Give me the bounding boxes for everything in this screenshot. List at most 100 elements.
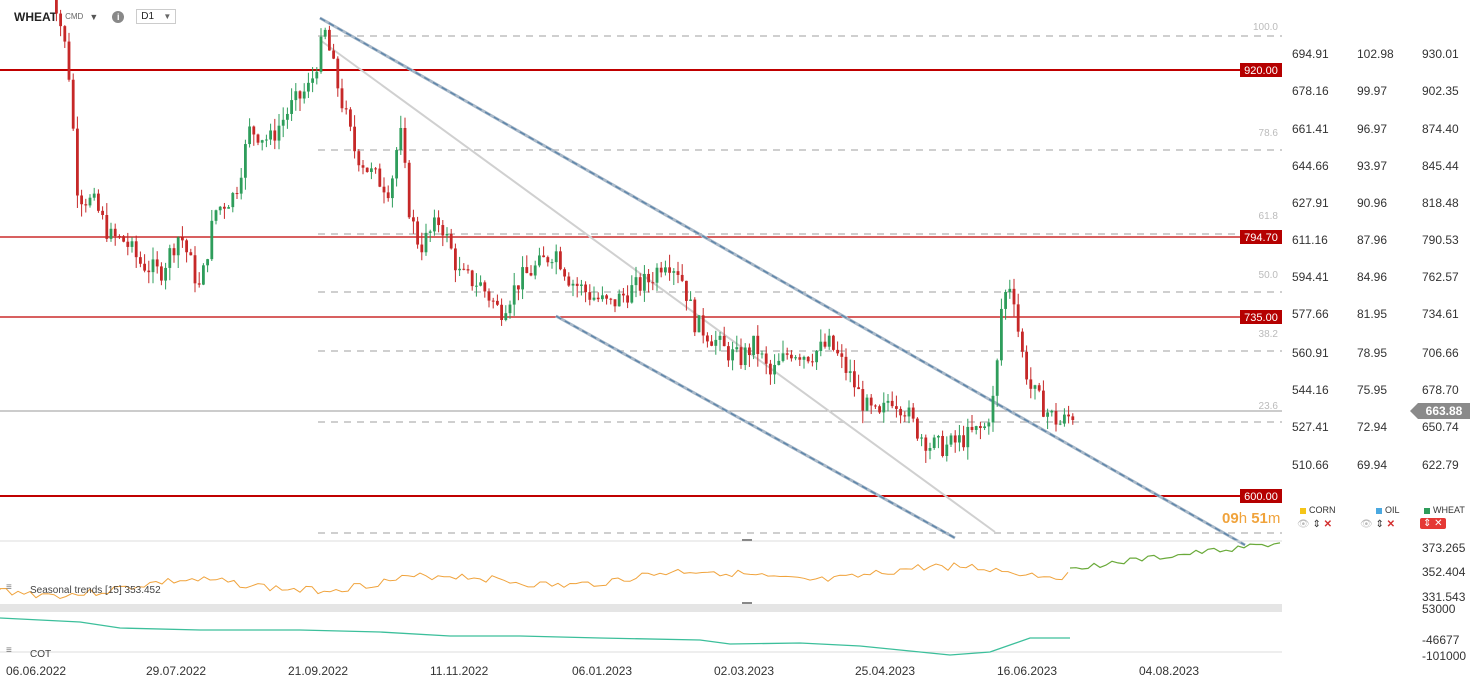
timeframe-select[interactable]: D1 ▼ bbox=[136, 9, 177, 24]
candle-body bbox=[592, 297, 596, 300]
symbol-name[interactable]: WHEAT bbox=[14, 9, 58, 24]
candle-body bbox=[202, 265, 205, 285]
candle-body bbox=[718, 335, 722, 340]
pane-resize-handle bbox=[742, 602, 752, 604]
candle-body bbox=[567, 276, 571, 286]
candle-body bbox=[1054, 410, 1058, 425]
price-axis-label: 694.91 bbox=[1292, 47, 1329, 61]
info-icon[interactable]: i bbox=[112, 10, 125, 23]
candle-body bbox=[664, 267, 667, 273]
eye-icon[interactable]: 👁 bbox=[1297, 519, 1310, 530]
level-tag-label: 920.00 bbox=[1244, 65, 1278, 77]
secondary-axis-label: 81.95 bbox=[1357, 307, 1387, 321]
candle-body bbox=[655, 267, 659, 283]
oil-swatch bbox=[1376, 507, 1382, 514]
candle-body bbox=[760, 353, 764, 355]
level-tag bbox=[1240, 310, 1282, 324]
candle-body bbox=[580, 284, 583, 286]
candle-body bbox=[680, 274, 684, 281]
candle-body bbox=[743, 347, 747, 366]
candle-body bbox=[634, 277, 638, 286]
secondary-axis-label: 75.95 bbox=[1357, 383, 1387, 397]
candle-body bbox=[239, 177, 243, 194]
candle-body bbox=[941, 435, 944, 456]
candle-body bbox=[643, 273, 646, 291]
candle-body bbox=[546, 257, 550, 263]
wheat-swatch bbox=[1424, 507, 1430, 514]
candle-body bbox=[563, 269, 566, 277]
seasonal-forecast-line bbox=[1069, 542, 1281, 570]
candle-body bbox=[811, 361, 814, 363]
candle-body bbox=[794, 357, 797, 359]
x-axis-label: 06.06.2022 bbox=[6, 664, 66, 678]
tertiary-axis-label: 790.53 bbox=[1422, 233, 1459, 247]
secondary-axis-label: 102.98 bbox=[1357, 47, 1394, 61]
symbol-dropdown-icon[interactable]: ▼ bbox=[89, 11, 99, 22]
candle-body bbox=[924, 437, 928, 451]
candle-body bbox=[710, 341, 713, 346]
chevron-down-icon: ▼ bbox=[163, 12, 172, 21]
candle-body bbox=[533, 265, 537, 276]
current-price-value: 663.88 bbox=[1426, 404, 1463, 418]
candle-body bbox=[953, 435, 957, 443]
candle-body bbox=[118, 236, 121, 238]
candle-body bbox=[504, 313, 508, 321]
cot-label[interactable]: COT bbox=[30, 649, 52, 660]
candle-body bbox=[874, 405, 877, 407]
x-axis-label: 02.03.2023 bbox=[714, 664, 774, 678]
candle-body bbox=[752, 335, 755, 356]
candle-body bbox=[689, 299, 692, 301]
candle-body bbox=[706, 335, 709, 342]
candle-body bbox=[286, 113, 289, 120]
fib-level-label: 23.6 bbox=[1259, 401, 1279, 412]
sort-icon[interactable]: ⇕ bbox=[1423, 518, 1432, 529]
candle-body bbox=[323, 29, 327, 37]
tertiary-axis-label: 902.35 bbox=[1422, 84, 1459, 98]
menu-icon[interactable]: ≡ bbox=[6, 582, 12, 593]
price-axis-label: 611.16 bbox=[1292, 233, 1328, 247]
candle-body bbox=[773, 364, 776, 375]
seasonal-line bbox=[0, 562, 1069, 600]
close-icon[interactable]: ✕ bbox=[1323, 519, 1333, 530]
candle-body bbox=[67, 41, 71, 80]
seasonal-axis-label: 331.543 bbox=[1422, 590, 1466, 604]
candle-body bbox=[878, 406, 881, 413]
candle-body bbox=[886, 400, 890, 403]
tertiary-axis-label: 874.40 bbox=[1422, 122, 1459, 136]
candle-body bbox=[307, 82, 310, 92]
price-axis-label: 644.66 bbox=[1292, 159, 1329, 173]
candle-body bbox=[319, 36, 323, 72]
candle-body bbox=[836, 349, 839, 354]
legend-oil: OIL 👁 ⇕ ✕ bbox=[1360, 505, 1400, 530]
candle-body bbox=[151, 259, 155, 273]
candle-body bbox=[517, 285, 520, 290]
candle-body bbox=[302, 91, 306, 99]
seasonal-label[interactable]: Seasonal trends [15] 353.452 bbox=[30, 585, 161, 596]
eye-icon[interactable]: 👁 bbox=[1360, 519, 1373, 530]
candle-body bbox=[281, 119, 285, 126]
candle-body bbox=[386, 192, 390, 199]
candle-body bbox=[126, 241, 130, 247]
candle-body bbox=[193, 255, 197, 284]
sort-icon[interactable]: ⇕ bbox=[1312, 519, 1321, 530]
menu-icon[interactable]: ≡ bbox=[6, 645, 12, 656]
secondary-axis-label: 72.94 bbox=[1357, 420, 1387, 434]
close-icon[interactable]: ✕ bbox=[1386, 519, 1396, 530]
candle-body bbox=[727, 346, 730, 361]
fib-level-label: 50.0 bbox=[1259, 270, 1279, 281]
secondary-axis-label: 99.97 bbox=[1357, 84, 1387, 98]
x-axis-label: 21.09.2022 bbox=[288, 664, 348, 678]
legend-corn-name: CORN bbox=[1309, 505, 1336, 515]
candle-body bbox=[391, 178, 394, 199]
channel-lower-dash bbox=[555, 315, 956, 539]
candle-body bbox=[378, 168, 382, 187]
candle-body bbox=[491, 300, 495, 302]
sort-icon[interactable]: ⇕ bbox=[1375, 519, 1384, 530]
symbol-subtype: CMD bbox=[65, 12, 84, 21]
close-icon[interactable]: ✕ bbox=[1434, 518, 1443, 529]
candle-body bbox=[365, 167, 369, 172]
candle-body bbox=[336, 58, 340, 89]
legend-corn: CORN 👁 ⇕ ✕ bbox=[1297, 505, 1336, 530]
